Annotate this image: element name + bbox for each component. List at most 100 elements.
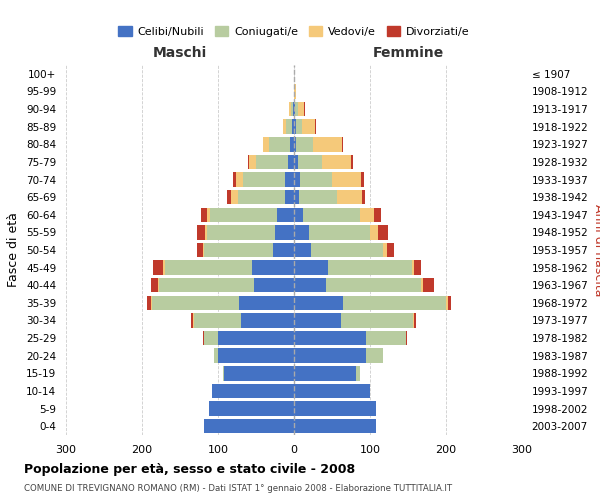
Bar	[413, 314, 414, 328]
Bar	[302, 120, 315, 134]
Bar	[423, 278, 434, 292]
Bar	[294, 331, 366, 345]
Bar	[160, 278, 254, 292]
Bar	[383, 243, 387, 257]
Bar	[361, 172, 364, 186]
Bar	[360, 208, 374, 222]
Bar	[294, 208, 303, 222]
Bar	[322, 154, 351, 169]
Bar	[205, 225, 206, 240]
Bar	[197, 243, 203, 257]
Bar	[151, 278, 158, 292]
Bar	[203, 331, 205, 345]
Bar	[294, 225, 309, 240]
Bar	[295, 102, 298, 117]
Bar	[248, 154, 249, 169]
Bar	[304, 102, 305, 117]
Bar	[206, 225, 275, 240]
Bar	[290, 137, 294, 152]
Bar	[374, 208, 382, 222]
Bar	[294, 348, 366, 363]
Bar	[191, 314, 193, 328]
Bar	[414, 260, 421, 275]
Bar	[286, 120, 292, 134]
Bar	[366, 331, 406, 345]
Bar	[303, 208, 360, 222]
Bar	[256, 154, 288, 169]
Bar	[448, 296, 451, 310]
Bar	[377, 225, 388, 240]
Bar	[152, 260, 163, 275]
Bar	[366, 348, 383, 363]
Bar	[212, 384, 294, 398]
Bar	[239, 296, 294, 310]
Bar	[387, 243, 394, 257]
Bar	[341, 314, 413, 328]
Bar	[205, 331, 218, 345]
Bar	[296, 120, 302, 134]
Bar	[289, 102, 291, 117]
Bar	[337, 190, 362, 204]
Bar	[342, 137, 343, 152]
Bar	[294, 314, 341, 328]
Bar	[163, 260, 165, 275]
Bar	[294, 296, 343, 310]
Bar	[288, 154, 294, 169]
Bar	[200, 208, 206, 222]
Bar	[158, 278, 160, 292]
Bar	[148, 296, 151, 310]
Bar	[406, 331, 407, 345]
Bar	[205, 243, 273, 257]
Bar	[269, 137, 290, 152]
Bar	[313, 137, 342, 152]
Bar	[294, 402, 376, 416]
Bar	[249, 154, 256, 169]
Bar	[263, 137, 269, 152]
Bar	[294, 260, 328, 275]
Bar	[311, 243, 383, 257]
Bar	[294, 384, 370, 398]
Bar	[218, 331, 294, 345]
Bar	[218, 348, 294, 363]
Bar	[414, 314, 416, 328]
Bar	[292, 120, 294, 134]
Bar	[294, 84, 296, 98]
Bar	[298, 102, 304, 117]
Y-axis label: Anni di nascita: Anni di nascita	[592, 204, 600, 296]
Bar	[285, 190, 294, 204]
Bar	[296, 137, 313, 152]
Bar	[294, 120, 296, 134]
Bar	[243, 172, 285, 186]
Bar	[370, 225, 377, 240]
Bar	[194, 314, 241, 328]
Bar	[211, 208, 277, 222]
Bar	[277, 208, 294, 222]
Bar	[294, 190, 299, 204]
Bar	[412, 260, 414, 275]
Bar	[205, 419, 294, 434]
Bar	[203, 243, 205, 257]
Bar	[294, 172, 300, 186]
Bar	[293, 102, 294, 117]
Bar	[294, 278, 326, 292]
Bar	[309, 225, 370, 240]
Bar	[152, 296, 239, 310]
Bar	[227, 190, 231, 204]
Bar	[291, 102, 293, 117]
Bar	[224, 366, 294, 380]
Bar	[298, 154, 322, 169]
Text: Maschi: Maschi	[153, 46, 207, 60]
Bar	[315, 120, 316, 134]
Bar	[294, 154, 298, 169]
Bar	[209, 402, 294, 416]
Bar	[446, 296, 448, 310]
Bar	[299, 190, 337, 204]
Bar	[332, 172, 361, 186]
Bar	[294, 366, 356, 380]
Bar	[285, 172, 294, 186]
Bar	[193, 314, 194, 328]
Bar	[252, 260, 294, 275]
Bar	[294, 102, 295, 117]
Bar	[294, 243, 311, 257]
Bar	[165, 260, 252, 275]
